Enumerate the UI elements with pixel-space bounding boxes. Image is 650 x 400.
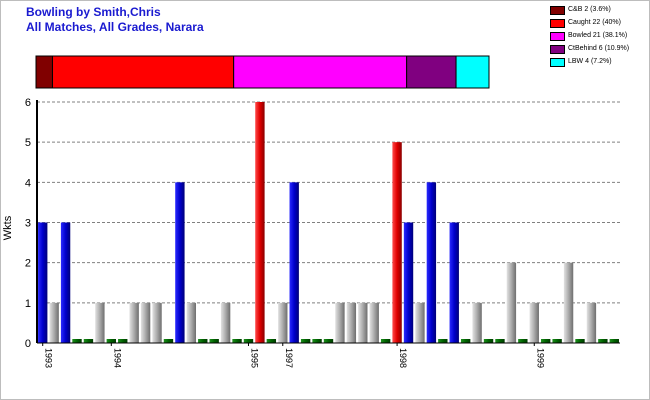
- wicket-bar: [278, 302, 288, 343]
- wicket-bar: [186, 302, 197, 343]
- legend-swatch: [550, 19, 565, 28]
- wicket-bar: [403, 222, 414, 343]
- wicket-bar: [586, 302, 597, 343]
- wicket-bar: [518, 339, 528, 343]
- legend-label: C&B 2 (3.6%): [568, 6, 611, 13]
- wicket-bar: [198, 339, 208, 343]
- y-tick-label: 5: [25, 137, 31, 149]
- wicket-bar: [140, 302, 151, 343]
- wicket-bar: [335, 302, 345, 343]
- wicket-bar: [266, 339, 277, 343]
- legend-item-ctbehind: CtBehind 6 (10.9%): [550, 43, 648, 55]
- legend-label: Bowled 21 (38.1%): [568, 32, 628, 39]
- wicket-bar: [220, 302, 231, 343]
- wicket-bar: [358, 302, 368, 343]
- legend-label: LBW 4 (7.2%): [568, 58, 612, 65]
- share-segment-ctbehind: [406, 55, 457, 89]
- legend: C&B 2 (3.6%) Caught 22 (40%) Bowled 21 (…: [550, 4, 648, 69]
- wicket-bar: [609, 339, 619, 343]
- wicket-bar: [289, 182, 299, 343]
- wicket-bar: [129, 302, 139, 343]
- legend-item-cb: C&B 2 (3.6%): [550, 4, 648, 16]
- wicket-bar: [83, 339, 94, 343]
- y-tick-label: 3: [25, 218, 31, 230]
- y-tick-label: 6: [25, 97, 31, 109]
- y-axis-ticks: 0 1 2 3 4 5 6: [25, 97, 31, 350]
- wicket-bar: [163, 339, 174, 343]
- y-tick-label: 4: [25, 177, 31, 189]
- wicket-bar: [563, 262, 574, 343]
- y-tick-label: 0: [25, 338, 31, 350]
- x-axis-labels: 1993 1994 1995 1997 1998 1999: [42, 343, 545, 368]
- wicket-bar: [380, 339, 391, 343]
- wicket-bar: [232, 339, 242, 343]
- wicket-bar: [49, 302, 59, 343]
- dismissal-share-bar: [35, 55, 490, 89]
- wicket-bar: [106, 339, 116, 343]
- wicket-bar: [72, 339, 82, 343]
- x-tick-label: 1999: [535, 348, 545, 368]
- share-segment-caught: [51, 55, 235, 89]
- share-segment-cb: [35, 55, 53, 89]
- wicket-bar: [483, 339, 494, 343]
- grid-lines: [37, 101, 620, 304]
- wicket-bar: [529, 302, 539, 343]
- wicket-bar: [472, 302, 482, 343]
- wicket-bar: [243, 339, 254, 343]
- wicket-bar: [175, 182, 185, 343]
- wicket-bar: [541, 339, 551, 343]
- share-segment-lbw: [455, 55, 490, 89]
- wicket-bar: [460, 339, 471, 343]
- legend-swatch: [550, 45, 565, 54]
- chart-subtitle: All Matches, All Grades, Narara: [26, 20, 204, 34]
- legend-item-bowled: Bowled 21 (38.1%): [550, 30, 648, 42]
- wicket-bar: [152, 302, 162, 343]
- wicket-bar: [426, 182, 437, 343]
- legend-label: CtBehind 6 (10.9%): [568, 45, 630, 52]
- wicket-bar: [415, 302, 425, 343]
- wicket-bar: [438, 339, 448, 343]
- y-axis-label: Wkts: [2, 215, 14, 240]
- wicket-bar: [60, 222, 71, 343]
- legend-item-caught: Caught 22 (40%): [550, 17, 648, 29]
- x-tick-label: 1994: [112, 348, 122, 368]
- wicket-bar: [506, 262, 517, 343]
- wicket-bar: [95, 302, 105, 343]
- wicket-bar: [552, 339, 562, 343]
- wicket-bar: [118, 339, 128, 343]
- wicket-bar: [38, 222, 48, 343]
- legend-item-lbw: LBW 4 (7.2%): [550, 56, 648, 68]
- wicket-bar: [575, 339, 585, 343]
- share-segment-bowled: [233, 55, 408, 89]
- wicket-bars: [38, 102, 619, 343]
- wicket-bar: [346, 302, 357, 343]
- axes: [36, 100, 620, 344]
- wicket-bar: [392, 142, 402, 343]
- wicket-bar: [209, 339, 219, 343]
- wicket-bar: [300, 339, 311, 343]
- wicket-bar: [449, 222, 459, 343]
- legend-swatch: [550, 58, 565, 67]
- legend-swatch: [550, 6, 565, 15]
- chart-title: Bowling by Smith,Chris: [26, 5, 161, 19]
- wicket-bar: [312, 339, 322, 343]
- legend-swatch: [550, 32, 565, 41]
- wicket-bar: [369, 302, 379, 343]
- legend-label: Caught 22 (40%): [568, 19, 621, 26]
- x-tick-label: 1995: [249, 348, 259, 368]
- wicket-bar: [495, 339, 505, 343]
- x-tick-label: 1997: [284, 348, 294, 368]
- y-tick-label: 2: [25, 258, 31, 270]
- wicket-bar: [255, 102, 265, 343]
- x-tick-label: 1993: [44, 348, 54, 368]
- y-tick-label: 1: [25, 298, 31, 310]
- x-tick-label: 1998: [398, 348, 408, 368]
- wicket-bar: [598, 339, 608, 343]
- wicket-bar: [323, 339, 334, 343]
